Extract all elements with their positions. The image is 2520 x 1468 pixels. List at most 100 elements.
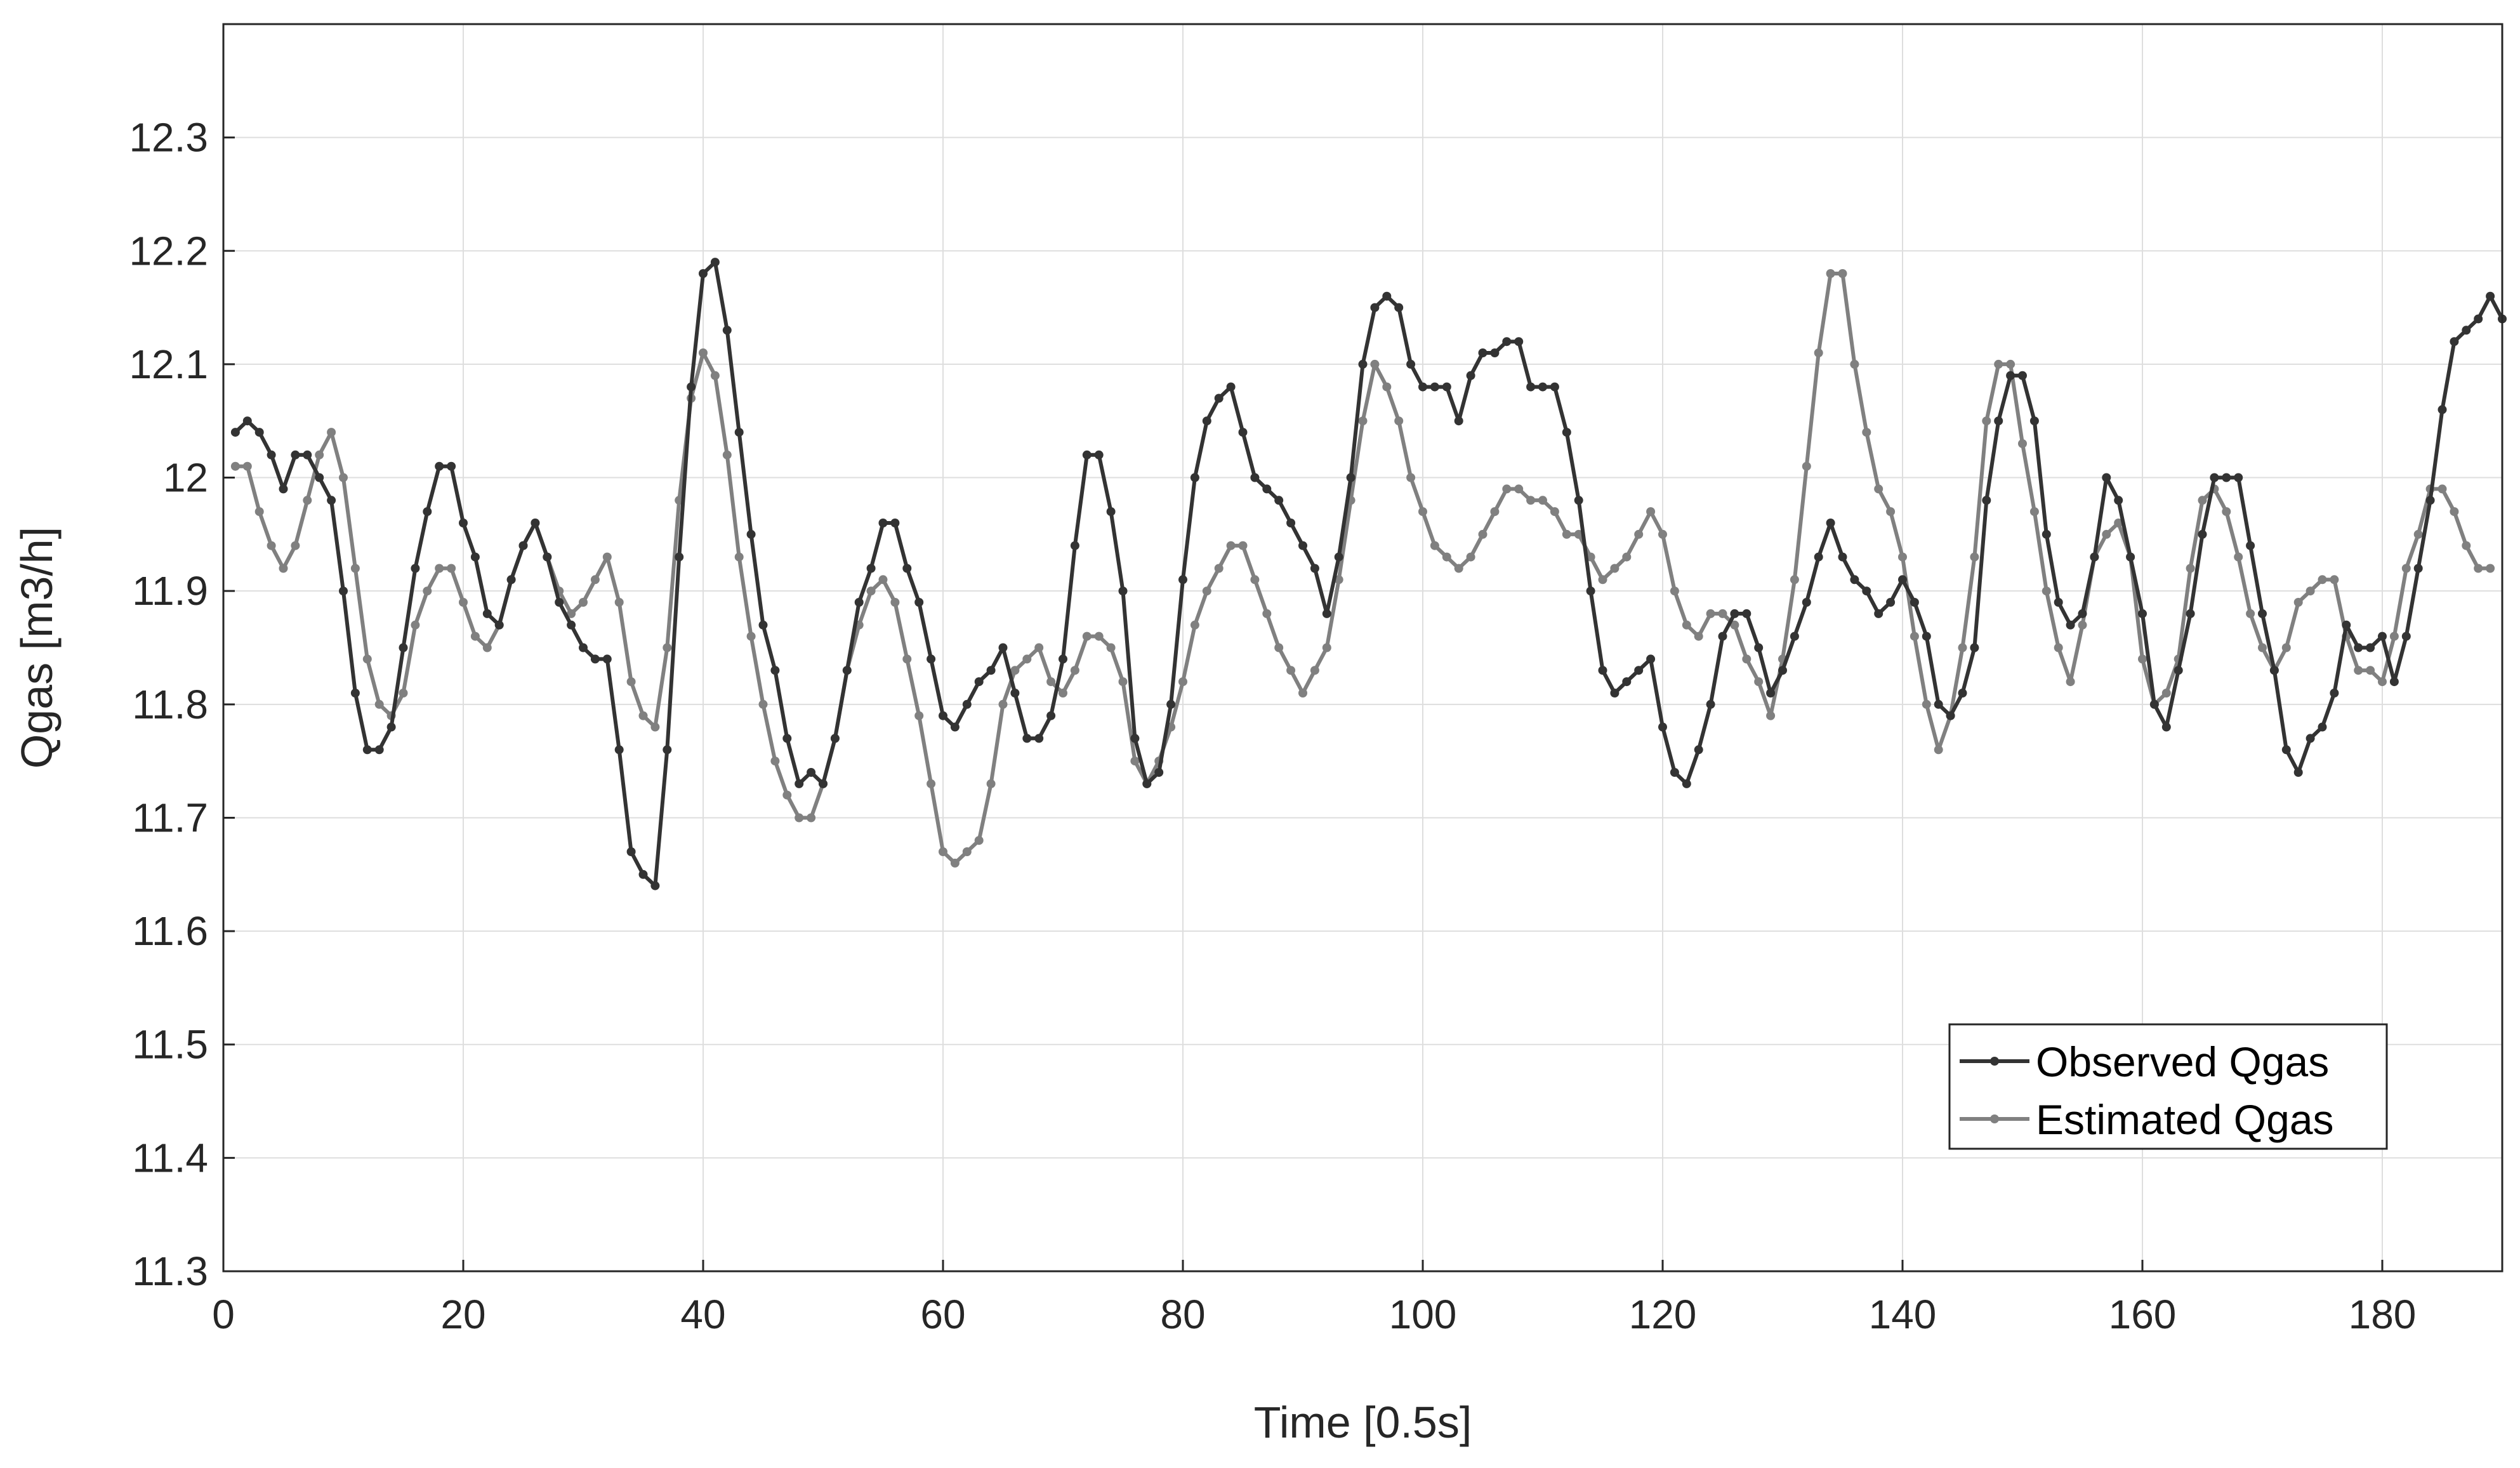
data-point	[2269, 666, 2279, 675]
y-tick-label: 12.2	[129, 228, 208, 274]
data-point	[315, 450, 324, 460]
data-point	[1778, 666, 1787, 675]
data-point	[650, 881, 660, 890]
data-point	[1622, 677, 1632, 687]
data-point	[1382, 291, 1392, 301]
data-point	[710, 371, 720, 380]
data-point	[303, 450, 312, 460]
data-point	[1862, 586, 1871, 596]
data-point	[1730, 609, 1739, 618]
data-point	[1898, 552, 1907, 562]
data-point	[2474, 564, 2483, 573]
data-point	[1334, 575, 1343, 585]
data-point	[1886, 598, 1896, 607]
data-point	[1094, 632, 1104, 641]
data-point	[1814, 552, 1823, 562]
data-point	[1370, 359, 1380, 369]
data-point	[1070, 541, 1079, 550]
data-point	[866, 564, 876, 573]
data-point	[447, 564, 456, 573]
data-point	[998, 643, 1008, 652]
data-point	[758, 620, 768, 630]
data-point	[2054, 643, 2063, 652]
data-point	[1802, 461, 1811, 471]
data-point	[914, 598, 924, 607]
data-point	[2066, 620, 2075, 630]
data-point	[1214, 564, 1224, 573]
series-line	[234, 260, 2504, 888]
data-point	[602, 654, 612, 664]
data-point	[962, 699, 972, 709]
data-point	[2149, 699, 2159, 709]
data-point	[1982, 416, 1991, 426]
data-point	[1490, 348, 1500, 357]
data-point	[411, 564, 420, 573]
data-point	[482, 643, 492, 652]
data-point	[1958, 689, 1967, 698]
x-tick-label: 160	[2109, 1292, 2177, 1337]
data-point	[470, 632, 480, 641]
data-point	[2090, 552, 2099, 562]
data-point	[2161, 689, 2171, 698]
data-point	[2161, 722, 2171, 732]
data-point	[1190, 620, 1199, 630]
data-point	[1526, 496, 1536, 505]
data-point	[1514, 484, 1524, 494]
data-point	[1946, 711, 1955, 720]
data-point	[2293, 598, 2303, 607]
data-point	[411, 620, 420, 630]
data-point	[1274, 643, 1284, 652]
data-point	[1502, 337, 1512, 347]
data-point	[1598, 666, 1607, 675]
data-point	[2366, 643, 2375, 652]
data-point	[447, 461, 456, 471]
data-point	[267, 541, 276, 550]
data-point	[2114, 496, 2123, 505]
data-point	[2438, 484, 2447, 494]
data-point	[699, 269, 708, 278]
data-point	[1382, 382, 1392, 392]
data-point	[374, 745, 384, 755]
data-point	[1706, 609, 1715, 618]
data-point	[1418, 382, 1427, 392]
data-point	[2330, 689, 2339, 698]
data-point	[1754, 677, 1764, 687]
data-point	[1310, 564, 1319, 573]
data-point	[423, 586, 432, 596]
data-point	[675, 552, 684, 562]
data-point	[1442, 552, 1451, 562]
data-point	[1250, 575, 1260, 585]
data-point	[1226, 541, 1236, 550]
data-point	[1970, 552, 1979, 562]
data-point	[962, 847, 972, 856]
data-point	[1802, 598, 1811, 607]
data-point	[734, 428, 744, 437]
data-point	[950, 722, 960, 732]
data-point	[2474, 314, 2483, 324]
x-tick-label: 0	[212, 1292, 235, 1337]
legend-label-estimated: Estimated Qgas	[2036, 1096, 2334, 1143]
data-point	[1922, 632, 1931, 641]
data-point	[734, 552, 744, 562]
data-point	[362, 745, 372, 755]
data-point	[1106, 643, 1116, 652]
data-point	[2486, 564, 2495, 573]
data-point	[1154, 768, 1164, 777]
data-point	[2186, 609, 2195, 618]
data-point	[254, 507, 264, 517]
data-point	[1406, 359, 1416, 369]
data-point	[1394, 303, 1404, 312]
data-point	[1670, 586, 1679, 596]
data-point	[242, 461, 252, 471]
data-point	[327, 496, 336, 505]
data-point	[2354, 643, 2363, 652]
data-point	[663, 745, 672, 755]
data-point	[650, 722, 660, 732]
data-point	[782, 790, 792, 800]
data-point	[230, 428, 240, 437]
x-tick-label: 180	[2349, 1292, 2417, 1337]
data-point	[2413, 564, 2423, 573]
data-point	[1478, 348, 1488, 357]
data-point	[2210, 473, 2219, 482]
y-tick-label: 12	[163, 455, 208, 501]
